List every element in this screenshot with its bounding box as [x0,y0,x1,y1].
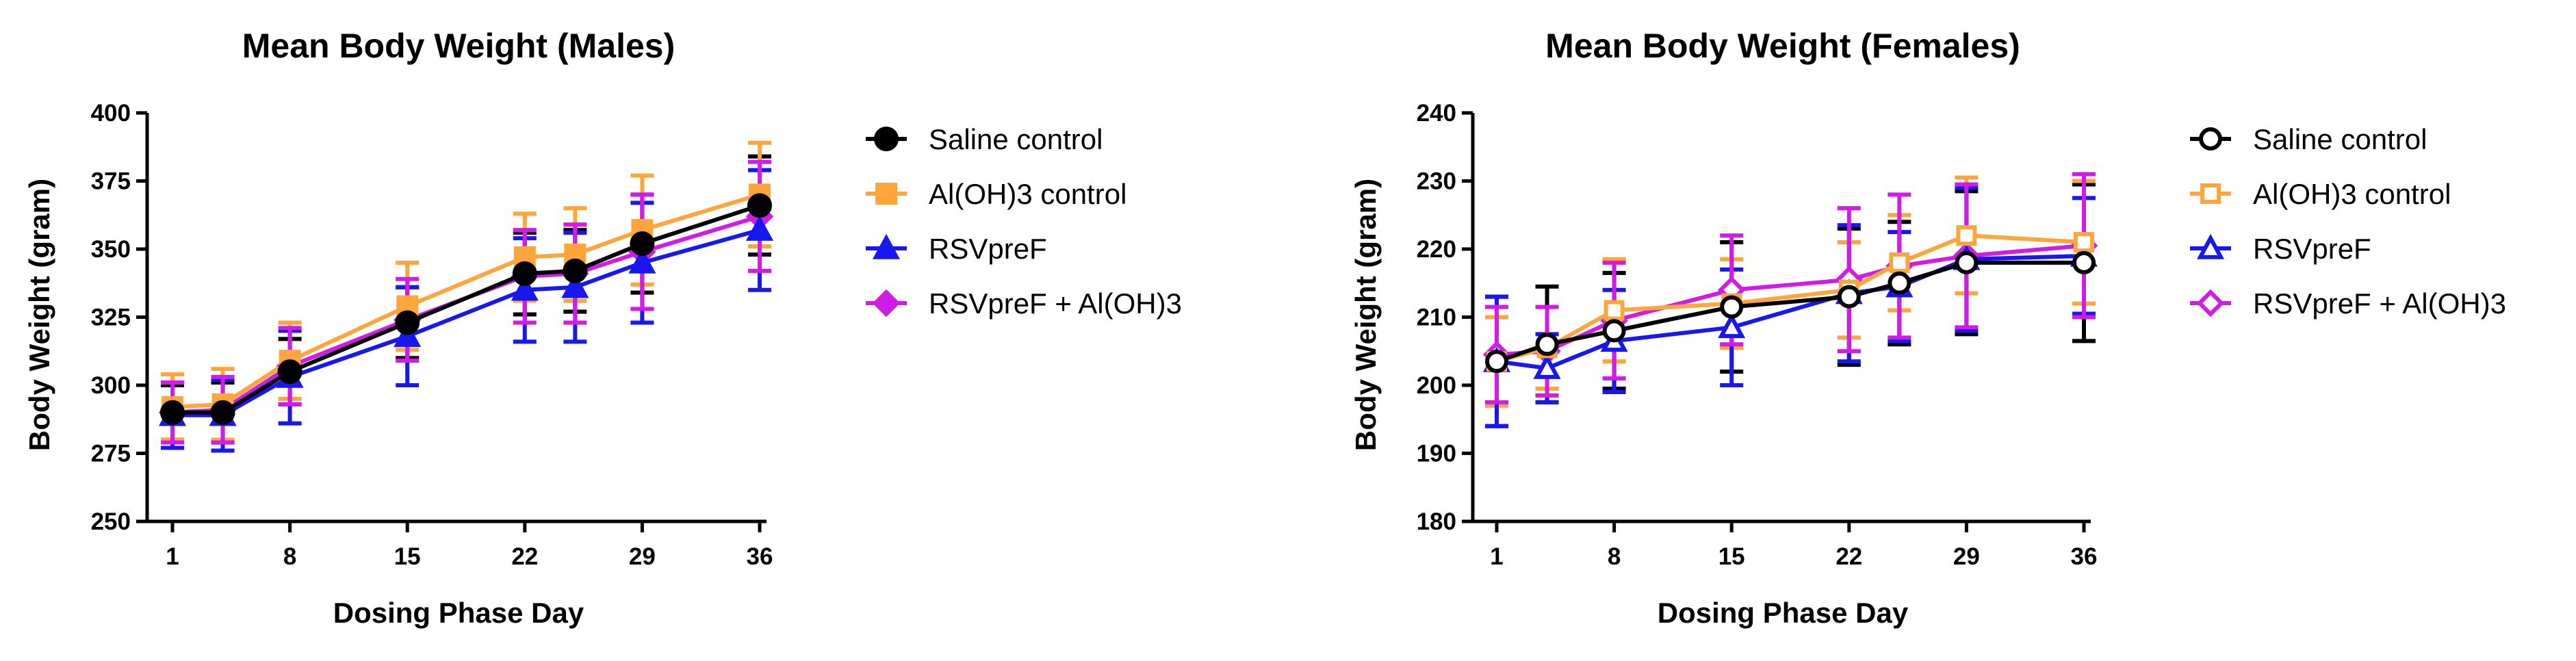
female-x-tick-label: 36 [2071,543,2098,570]
data-point [511,275,539,301]
female-x-tick-label: 29 [1953,543,1980,570]
female-weight-chart: Mean Body Weight (Females) Body Weight (… [1350,27,2506,629]
legend-label: Saline control [929,123,1103,155]
male-weight-chart: Mean Body Weight (Males) Body Weight (gr… [23,27,1182,629]
series-line [172,192,760,409]
legend-marker [2196,289,2225,317]
male-series-0 [160,193,772,425]
legend-entry: Al(OH)3 control [866,178,1126,210]
male-y-tick-label: 350 [91,236,131,263]
data-point [2072,250,2096,274]
data-point [394,322,422,348]
female-y-tick-label: 190 [1417,441,1456,467]
data-point [747,193,772,218]
data-point [1718,313,1746,339]
data-point [563,258,588,283]
legend-marker [872,289,901,317]
data-point [395,310,420,335]
female-series-0 [1485,250,2096,374]
male-y-tick-label: 325 [91,304,131,331]
data-point [1888,271,1911,295]
female-x-tick-label: 8 [1608,543,1621,570]
legend-entry: RSVpreF + Al(OH)3 [2190,287,2506,320]
legend-label: RSVpreF + Al(OH)3 [2253,287,2506,320]
legend-marker [2196,233,2225,259]
male-plot-area: 250 275 300 325 350 375 400 1 8 15 22 29 36 [91,100,774,570]
male-legend: Saline control Al(OH)3 control RSVpreF RSVp… [866,123,1182,320]
female-y-tick-label: 200 [1417,372,1456,399]
female-x-tick-label: 15 [1718,543,1745,570]
male-x-tick-label: 29 [629,543,656,570]
legend-entry: Saline control [866,123,1103,155]
legend-label: Al(OH)3 control [929,178,1126,210]
female-y-tick-label: 180 [1417,508,1456,535]
female-y-axis-label: Body Weight (gram) [1350,179,1382,451]
data-point [1720,295,1744,319]
male-x-tick-label: 36 [747,543,773,570]
data-point [630,231,655,257]
female-chart-title: Mean Body Weight (Females) [1545,27,2020,65]
legend-label: Al(OH)3 control [2253,178,2451,210]
data-point [1535,333,1559,357]
legend-entry: Al(OH)3 control [2190,178,2451,210]
legend-entry: RSVpreF [866,233,1047,265]
data-point [1603,300,1625,321]
male-y-tick-label: 400 [91,100,131,127]
legend-marker [874,127,899,151]
legend-label: RSVpreF + Al(OH)3 [929,287,1182,320]
female-x-tick-label: 1 [1490,543,1503,570]
data-point [1955,250,1979,274]
legend-entry: RSVpreF [2190,233,2371,265]
data-point [1956,225,1977,246]
data-point [745,215,774,241]
legend-marker [2199,127,2222,151]
female-y-tick-label: 220 [1417,236,1456,263]
female-x-axis-label: Dosing Phase Day [1658,597,1909,629]
female-x-tick-label: 22 [1836,543,1862,570]
data-point [628,248,656,274]
legend-marker [875,183,897,205]
legend-entry: Saline control [2190,123,2427,155]
female-plot-area: 180 190 200 210 220 230 240 1 8 15 22 29 36 [1417,100,2098,570]
male-chart-title: Mean Body Weight (Males) [242,27,675,65]
data-point [1533,353,1561,379]
data-point [1889,252,1910,273]
male-x-axis-label: Dosing Phase Day [333,597,584,629]
legend-label: Saline control [2253,123,2427,155]
male-y-tick-label: 375 [91,168,131,195]
legend-marker [2200,183,2221,204]
male-y-tick-label: 300 [91,372,131,399]
male-x-tick-label: 22 [511,543,538,570]
data-point [210,400,235,425]
male-y-tick-label: 275 [91,441,131,467]
legend-label: RSVpreF [2253,233,2371,265]
legend-entry: RSVpreF + Al(OH)3 [866,287,1182,320]
legend-label: RSVpreF [929,233,1047,265]
male-x-tick-label: 8 [283,543,296,570]
data-point [512,261,537,286]
female-y-tick-label: 210 [1417,304,1456,331]
data-point [1837,285,1861,309]
data-point [1485,350,1508,374]
male-x-tick-label: 15 [394,543,421,570]
legend-marker [872,233,901,259]
male-x-tick-label: 1 [166,543,179,570]
data-point [2074,232,2094,253]
data-point [561,272,589,298]
data-point [277,359,302,385]
female-y-tick-label: 230 [1417,168,1456,195]
male-y-axis-label: Body Weight (gram) [23,179,55,451]
female-y-tick-label: 240 [1417,100,1456,127]
data-point [1602,319,1626,343]
female-legend: Saline control Al(OH)3 control RSVpreF RSVp… [2190,123,2506,320]
data-point [160,400,185,425]
male-y-tick-label: 250 [91,508,131,535]
